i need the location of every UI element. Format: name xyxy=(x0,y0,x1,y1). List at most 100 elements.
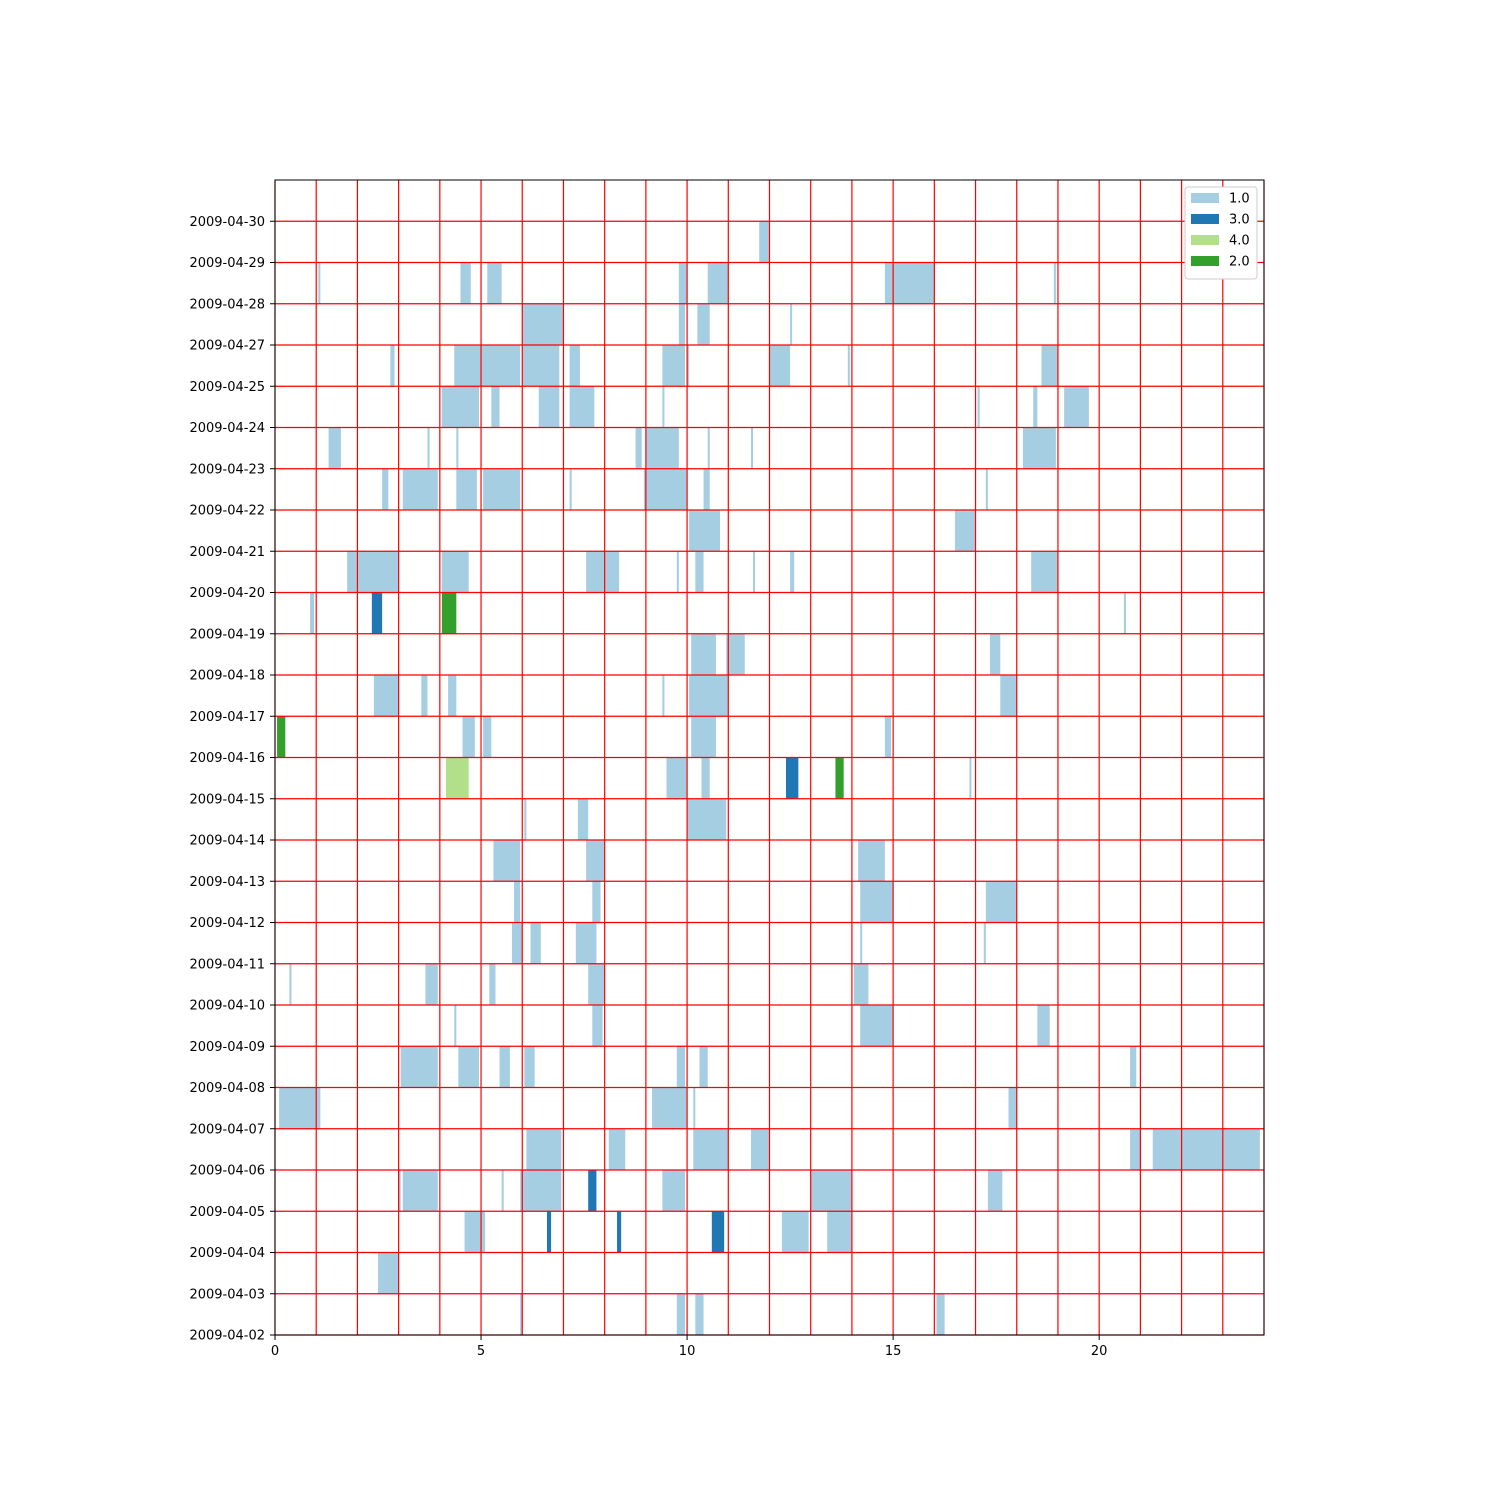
y-axis: 2009-04-02 2009-04-03 2009-04-04 2009-04-05… xyxy=(189,215,275,1344)
bar-series-0-24 xyxy=(1008,1087,1017,1129)
legend-swatch-0 xyxy=(1191,193,1219,203)
bar-series-0-123 xyxy=(460,262,471,304)
y-tick-label-23: 2009-04-25 xyxy=(189,380,265,395)
bar-series-0-129 xyxy=(759,221,770,263)
bar-series-0-106 xyxy=(977,386,980,428)
bar-series-0-71 xyxy=(726,633,745,675)
bar-series-0-56 xyxy=(666,757,688,799)
bar-series-0-115 xyxy=(769,345,791,387)
bar-series-0-37 xyxy=(425,963,438,1005)
bar-series-0-45 xyxy=(983,922,986,964)
bar-series-0-66 xyxy=(448,675,457,717)
bar-series-0-78 xyxy=(676,551,679,593)
y-tick-label-17: 2009-04-19 xyxy=(189,627,265,642)
bar-series-0-126 xyxy=(707,262,729,304)
bar-series-0-40 xyxy=(853,963,869,1005)
x-tick-label-2: 10 xyxy=(679,1344,696,1359)
bar-series-0-92 xyxy=(985,468,988,510)
y-tick-label-16: 2009-04-18 xyxy=(189,669,265,684)
bar-series-0-36 xyxy=(289,963,292,1005)
bar-series-0-103 xyxy=(538,386,560,428)
y-tick-label-26: 2009-04-29 xyxy=(189,256,265,271)
bar-series-0-15 xyxy=(526,1128,562,1170)
bar-series-0-46 xyxy=(514,881,521,923)
bar-series-0-99 xyxy=(750,427,754,469)
y-tick-label-0: 2009-04-02 xyxy=(189,1329,265,1344)
bar-series-0-73 xyxy=(310,592,315,634)
bar-series-0-22 xyxy=(652,1087,688,1129)
bar-series-0-100 xyxy=(1022,427,1056,469)
bar-series-0-119 xyxy=(678,303,686,345)
bar-series-0-72 xyxy=(989,633,1001,675)
y-tick-label-5: 2009-04-07 xyxy=(189,1122,265,1137)
bar-series-0-48 xyxy=(860,881,894,923)
x-tick-label-1: 5 xyxy=(477,1344,485,1359)
bar-series-0-44 xyxy=(860,922,863,964)
y-tick-label-14: 2009-04-16 xyxy=(189,751,265,766)
bar-series-0-30 xyxy=(699,1046,708,1088)
bar-series-0-80 xyxy=(753,551,756,593)
bar-series-0-87 xyxy=(456,468,477,510)
bar-series-0-82 xyxy=(1031,551,1058,593)
bar-series-0-127 xyxy=(884,262,935,304)
bar-series-0-0 xyxy=(520,1293,523,1335)
bar-series-1-3 xyxy=(588,1170,597,1212)
y-tick-label-4: 2009-04-06 xyxy=(189,1164,265,1179)
bar-series-0-68 xyxy=(689,675,729,717)
bar-series-0-39 xyxy=(588,963,605,1005)
bar-series-0-32 xyxy=(454,1005,457,1047)
bar-series-0-34 xyxy=(860,1005,894,1047)
bar-series-0-65 xyxy=(421,675,428,717)
bar-series-0-12 xyxy=(662,1170,686,1212)
bar-series-1-5 xyxy=(371,592,383,634)
bar-series-0-13 xyxy=(810,1170,852,1212)
bar-series-0-49 xyxy=(985,881,1017,923)
legend-label-0: 1.0 xyxy=(1229,192,1250,207)
bar-series-0-97 xyxy=(645,427,679,469)
bar-series-0-76 xyxy=(441,551,469,593)
bar-series-0-64 xyxy=(373,675,399,717)
bar-series-0-109 xyxy=(390,345,395,387)
bar-series-0-83 xyxy=(689,510,721,552)
y-tick-label-20: 2009-04-22 xyxy=(189,504,265,519)
bar-series-0-52 xyxy=(858,840,885,882)
y-tick-label-7: 2009-04-09 xyxy=(189,1040,265,1055)
bar-series-0-105 xyxy=(662,386,665,428)
bar-series-0-35 xyxy=(1037,1005,1050,1047)
bar-series-0-3 xyxy=(936,1293,945,1335)
bar-series-1-0 xyxy=(546,1211,552,1253)
bar-series-0-55 xyxy=(687,798,727,840)
y-tick-label-27: 2009-04-30 xyxy=(189,215,265,230)
bar-series-0-90 xyxy=(643,468,688,510)
bar-series-0-124 xyxy=(487,262,502,304)
bar-series-0-11 xyxy=(520,1170,562,1212)
bar-series-0-81 xyxy=(790,551,795,593)
bar-series-0-77 xyxy=(586,551,620,593)
bar-series-0-125 xyxy=(678,262,688,304)
y-tick-label-3: 2009-04-05 xyxy=(189,1205,265,1220)
y-tick-label-13: 2009-04-15 xyxy=(189,792,265,807)
bar-series-0-85 xyxy=(382,468,389,510)
bar-series-0-54 xyxy=(577,798,589,840)
bar-series-0-51 xyxy=(586,840,605,882)
bar-series-0-31 xyxy=(1130,1046,1137,1088)
x-tick-label-0: 0 xyxy=(271,1344,279,1359)
bar-series-0-23 xyxy=(693,1087,696,1129)
bar-series-0-114 xyxy=(687,345,690,387)
bar-series-0-75 xyxy=(347,551,399,593)
bar-series-0-108 xyxy=(1064,386,1089,428)
bar-series-0-107 xyxy=(1033,386,1038,428)
bar-series-1-2 xyxy=(711,1211,725,1253)
bar-series-0-16 xyxy=(608,1128,626,1170)
bar-series-0-110 xyxy=(454,345,521,387)
bar-series-0-43 xyxy=(575,922,597,964)
bar-series-0-25 xyxy=(400,1046,438,1088)
bar-series-0-5 xyxy=(464,1211,486,1253)
bar-series-0-8 xyxy=(398,1170,401,1212)
grid-layer xyxy=(274,180,1265,1336)
bar-series-0-21 xyxy=(279,1087,321,1129)
bar-series-0-122 xyxy=(318,262,321,304)
x-tick-label-4: 20 xyxy=(1091,1344,1108,1359)
bar-series-0-2 xyxy=(695,1293,704,1335)
